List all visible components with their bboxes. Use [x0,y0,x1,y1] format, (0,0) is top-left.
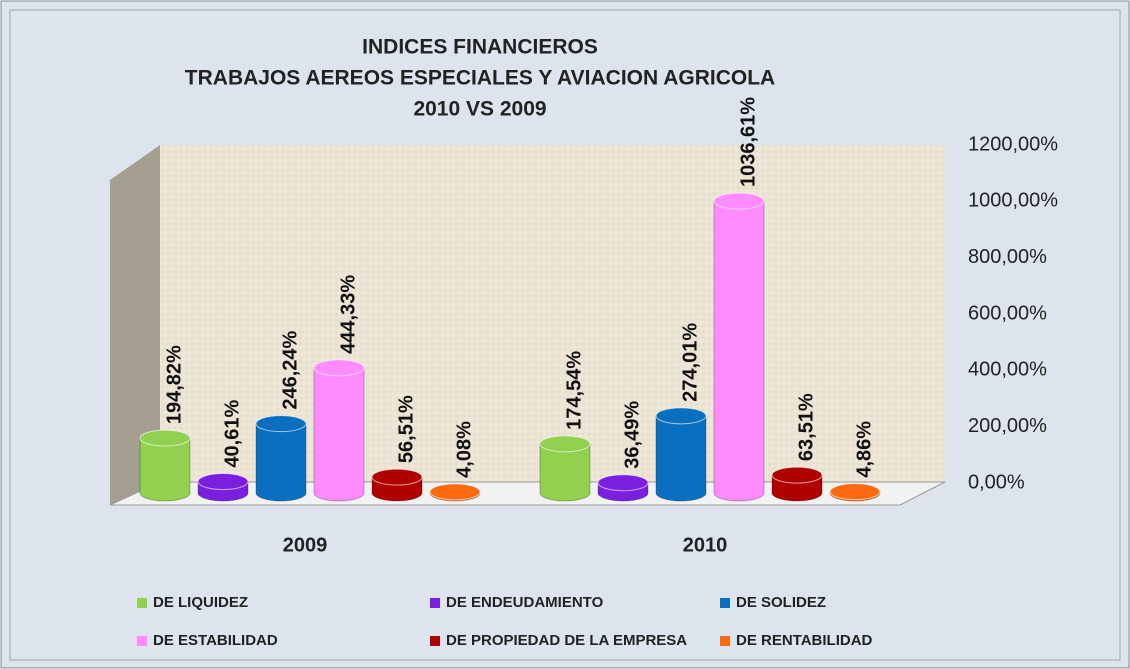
bar-top [539,435,591,453]
value-label: 4,86% [853,421,875,478]
legend-label: DE SOLIDEZ [736,594,826,611]
legend-swatch [720,636,730,646]
legend-label: DE ESTABILIDAD [153,632,278,649]
bar-top [771,466,823,484]
bar [139,437,191,502]
y-tick-label: 600,00% [968,302,1047,324]
bar-top [371,468,423,486]
bar-top [255,415,307,433]
side-wall [110,145,160,505]
bar-top [655,407,707,425]
bar-top [313,359,365,377]
legend-label: DE LIQUIDEZ [153,594,248,611]
legend-swatch [430,636,440,646]
legend-label: DE RENTABILIDAD [736,632,873,649]
value-label: 4,08% [453,421,475,478]
value-label: 274,01% [679,323,701,402]
bar-top [139,429,191,447]
bar-top [597,474,649,492]
x-tick-label: 2010 [683,534,728,556]
value-label: 40,61% [221,400,243,468]
bar [539,443,591,502]
value-label: 56,51% [395,395,417,463]
chart-frame [9,9,1121,661]
value-label: 174,54% [563,351,585,430]
y-tick-label: 400,00% [968,359,1047,381]
y-tick-label: 1000,00% [968,190,1058,212]
legend-swatch [720,598,730,608]
bar [713,200,765,502]
value-label: 63,51% [795,393,817,461]
legend-swatch [137,636,147,646]
y-tick-label: 200,00% [968,415,1047,437]
bar-top [713,192,765,210]
bar [313,367,365,502]
value-label: 1036,61% [737,97,759,187]
y-tick-label: 1200,00% [968,133,1058,155]
chart-title: TRABAJOS AEREOS ESPECIALES Y AVIACION AG… [185,67,775,90]
value-label: 246,24% [279,330,301,409]
legend-label: DE ENDEUDAMIENTO [446,594,604,611]
x-tick-label: 2009 [283,534,328,556]
legend-label: DE PROPIEDAD DE LA EMPRESA [446,632,687,649]
bar-top [429,483,481,501]
legend-swatch [137,598,147,608]
legend-swatch [430,598,440,608]
value-label: 444,33% [337,275,359,354]
value-label: 36,49% [621,401,643,469]
y-tick-label: 800,00% [968,246,1047,268]
bar [655,415,707,502]
y-tick-label: 0,00% [968,471,1025,493]
chart-title: INDICES FINANCIEROS [362,36,598,59]
chart-title: 2010 VS 2009 [413,98,546,121]
bar [255,423,307,502]
value-label: 194,82% [163,345,185,424]
bar-top [197,473,249,491]
bar-top [829,483,881,501]
